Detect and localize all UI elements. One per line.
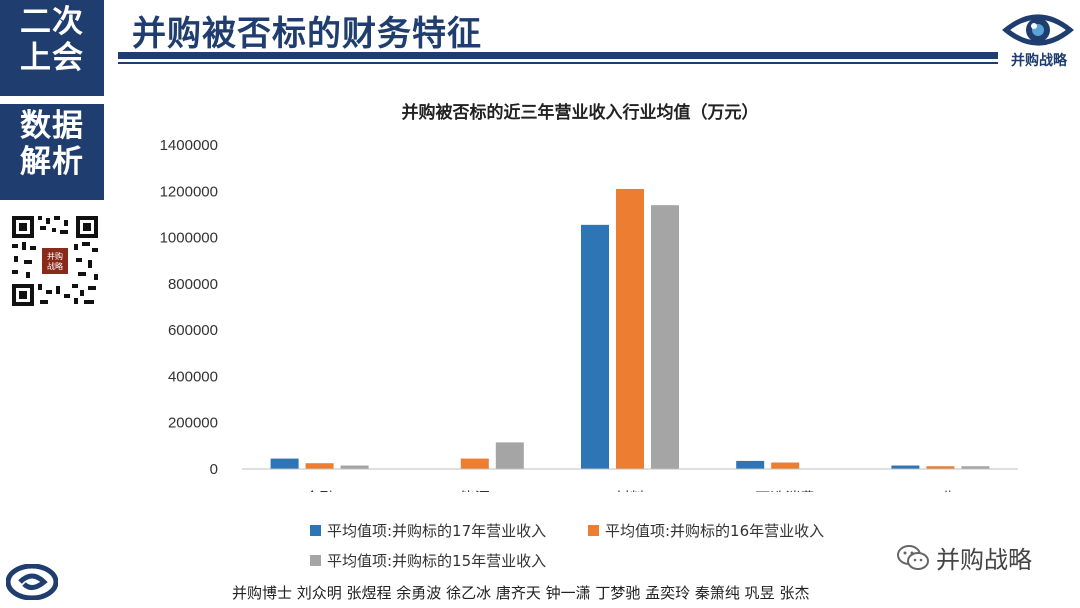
bar-金融-series-1 [305, 463, 334, 469]
bar-工业-series-2 [961, 466, 990, 469]
y-tick-label: 200000 [168, 415, 218, 432]
sidebar-line: 二次 [20, 4, 84, 40]
chart-legend: 平均值项:并购标的17年营业收入 平均值项:并购标的16年营业收入 平均值项:并… [310, 520, 910, 580]
page-title: 并购被否标的财务特征 [132, 14, 482, 54]
title-underline [118, 52, 998, 59]
wechat-icon [897, 544, 929, 570]
y-tick-label: 600000 [168, 322, 218, 339]
legend-item-15: 平均值项:并购标的15年营业收入 [310, 550, 546, 571]
revenue-bar-chart: 并购被否标的近三年营业收入行业均值（万元） 0 200000 400000 60000… [160, 102, 1018, 492]
legend-swatch-16 [588, 525, 599, 536]
legend-item-16: 平均值项:并购标的16年营业收入 [588, 520, 824, 541]
sidebar-line: 数据 [20, 108, 84, 144]
swirl-logo-icon [6, 564, 58, 600]
watermark-text: 并购战略 [936, 546, 1032, 574]
bars-group [270, 188, 990, 469]
credits-line: 并购博士 刘众明 张煜程 余勇波 徐乙冰 唐齐天 钟一潇 丁梦驰 孟奕玲 秦箫纯… [232, 584, 810, 602]
legend-label-15: 平均值项:并购标的15年营业收入 [327, 552, 547, 570]
y-axis: 0 200000 400000 600000 800000 1000000 1200000 1… [160, 137, 218, 478]
x-category-label: 工业 [925, 489, 955, 492]
qr-code-image: 并购 战略 [10, 214, 100, 308]
x-category-label: 金融 [305, 489, 335, 492]
eye-logo-icon [1002, 14, 1074, 46]
x-axis: 金融 能源 材料 可选消费 工业 [305, 489, 956, 492]
y-tick-label: 1200000 [160, 183, 218, 200]
bar-金融-series-2 [340, 465, 369, 469]
bar-可选消费-series-0 [736, 460, 765, 469]
title-underline-thin [118, 62, 998, 64]
chart-title: 并购被否标的近三年营业收入行业均值（万元） [402, 102, 759, 123]
x-category-label: 材料 [615, 489, 645, 492]
bar-工业-series-0 [891, 465, 920, 469]
legend-label-17: 平均值项:并购标的17年营业收入 [327, 522, 547, 540]
y-tick-label: 1000000 [160, 230, 218, 247]
sidebar-block-second-review: 二次 上会 [0, 0, 104, 96]
brand-logo-text: 并购战略 [1011, 53, 1067, 69]
wechat-watermark: 并购战略 [896, 540, 1032, 575]
y-tick-label: 800000 [168, 276, 218, 293]
bar-能源-series-1 [460, 458, 489, 469]
sidebar-line: 上会 [20, 40, 84, 76]
bar-工业-series-1 [926, 466, 955, 469]
legend-swatch-17 [310, 525, 321, 536]
y-tick-label: 1400000 [160, 137, 218, 154]
bar-材料-series-0 [581, 224, 609, 469]
legend-swatch-15 [310, 555, 321, 566]
bar-材料-series-2 [651, 205, 679, 469]
y-tick-label: 400000 [168, 368, 218, 385]
legend-item-17: 平均值项:并购标的17年营业收入 [310, 520, 546, 541]
bar-能源-series-2 [495, 442, 524, 469]
x-category-label: 可选消费 [755, 489, 815, 492]
x-category-label: 能源 [460, 489, 490, 492]
bar-可选消费-series-1 [771, 462, 800, 469]
legend-label-16: 平均值项:并购标的16年营业收入 [605, 522, 825, 540]
bar-材料-series-1 [616, 188, 644, 469]
bar-金融-series-0 [270, 458, 299, 469]
sidebar-line: 解析 [20, 144, 84, 180]
qr-badge-line: 战略 [47, 261, 63, 271]
sidebar-block-data-analysis: 数据 解析 [0, 104, 104, 200]
y-tick-label: 0 [210, 461, 218, 478]
qr-badge-line: 并购 [47, 251, 63, 261]
